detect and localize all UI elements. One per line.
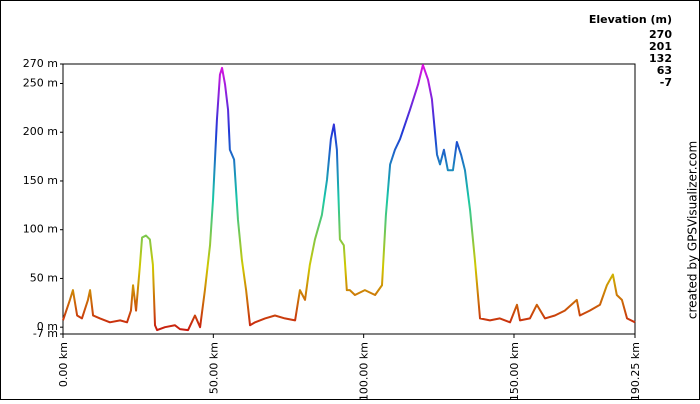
y-tick-label: -7 m <box>33 327 58 340</box>
y-tick-label: 150 m <box>23 174 58 187</box>
legend-value: 63 <box>657 64 672 77</box>
x-tick-label: 50.00 km <box>207 342 220 394</box>
legend-title: Elevation (m) <box>589 13 672 26</box>
y-tick-label: 270 m <box>23 57 58 70</box>
legend-value: 270 <box>649 28 672 41</box>
legend-value: 201 <box>649 40 672 53</box>
credit: created by GPSVisualizer.com <box>686 141 700 319</box>
elevation-line <box>62 63 636 332</box>
plot-frame <box>62 63 636 335</box>
y-tick-label: 50 m <box>30 271 58 284</box>
x-tick-label: 100.00 km <box>358 342 371 400</box>
y-tick-label: 200 m <box>23 125 58 138</box>
legend-value: 132 <box>649 52 672 65</box>
x-tick-label: 0.00 km <box>57 342 70 387</box>
y-tick-label: 0 m <box>37 320 58 333</box>
legend-value: -7 <box>660 76 672 89</box>
y-tick-label: 250 m <box>23 76 58 89</box>
y-tick-label: 100 m <box>23 223 58 236</box>
x-tick-label: 150.00 km <box>508 342 521 400</box>
x-tick-label: 190.25 km <box>629 342 642 400</box>
